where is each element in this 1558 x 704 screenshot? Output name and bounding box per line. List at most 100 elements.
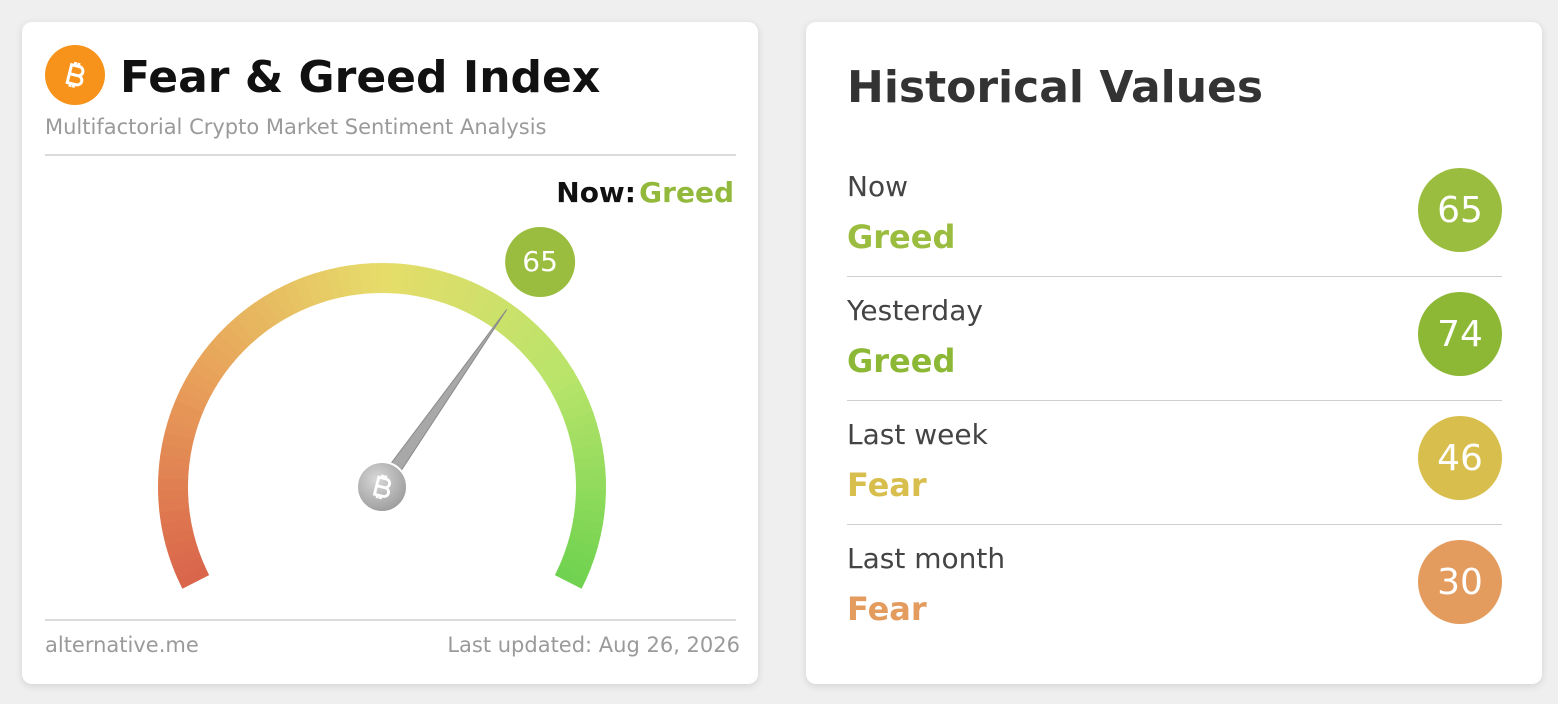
gauge-segment	[325, 267, 345, 300]
logo	[45, 45, 105, 105]
gauge-segment	[523, 333, 555, 363]
gauge-segment	[218, 324, 249, 355]
gauge-segment	[162, 527, 195, 547]
history-row: Now Greed 65	[847, 22, 1502, 277]
gauge-segment	[572, 444, 605, 462]
separator	[847, 400, 1502, 401]
gauge-segment	[293, 276, 316, 309]
gauge-segment	[536, 351, 568, 379]
gauge-segment	[411, 265, 430, 298]
gauge-segment	[272, 285, 298, 318]
gauge-segment	[552, 379, 585, 405]
gauge-segment	[191, 358, 223, 386]
separator	[847, 276, 1502, 277]
value-bubble: 74	[1418, 292, 1502, 376]
gauge-segment	[158, 465, 189, 480]
gauge-segment	[556, 390, 590, 414]
gauge-segment	[185, 368, 218, 395]
gauge-segment	[282, 280, 307, 314]
gauge-segment	[347, 263, 364, 296]
gauge-segment	[564, 411, 597, 433]
period-label: Last week	[847, 418, 988, 451]
gauge-segment	[430, 270, 452, 303]
gauge-segment	[558, 556, 591, 580]
classification: Greed	[847, 342, 956, 380]
gauge-segment	[197, 349, 229, 378]
gauge-segment	[336, 265, 354, 298]
gauge-segment	[176, 564, 210, 589]
gauge-segment	[167, 409, 201, 431]
gauge-segment	[440, 273, 462, 306]
gauge-segment	[565, 538, 599, 559]
gauge-segment	[401, 264, 418, 296]
gauge-segment	[359, 263, 374, 295]
historical-card: Historical Values Now Greed 65 Yesterday Gre…	[806, 22, 1542, 684]
gauge-segment	[547, 369, 580, 396]
gauge: 65	[158, 227, 606, 589]
source: alternative.me	[45, 633, 199, 657]
card-subtitle: Multifactorial Crypto Market Sentiment A…	[45, 115, 547, 139]
gauge-segment	[568, 528, 601, 548]
card-title: Fear & Greed Index	[120, 52, 600, 103]
gauge-segment	[567, 421, 600, 442]
gauge-segment	[574, 455, 606, 472]
gauge-segment	[516, 325, 547, 356]
gauge-segment	[571, 518, 603, 537]
gauge-segment	[253, 296, 281, 329]
gauge-segment	[160, 442, 192, 460]
period-label: Yesterday	[847, 294, 983, 327]
gauge-segment	[160, 517, 193, 536]
last-updated: Last updated: Aug 26, 2026	[447, 633, 740, 657]
gauge-segment	[554, 566, 587, 589]
gauge-segment	[244, 302, 272, 335]
gauge-segment	[560, 400, 594, 423]
separator	[847, 524, 1502, 525]
gauge-segment	[159, 507, 191, 524]
gauge-segment	[226, 316, 257, 348]
gauge-segment	[165, 536, 198, 558]
gauge-segment	[570, 432, 603, 452]
gauge-segment	[467, 286, 493, 319]
gauge-segment	[458, 281, 483, 314]
gauge-segment	[529, 342, 562, 371]
index-card-canvas: Fear & Greed Index Multifactorial Crypto…	[45, 45, 740, 657]
gauge-segment	[175, 388, 208, 413]
gauge-segment	[493, 303, 522, 336]
gauge-segment	[303, 272, 326, 306]
gauge-segment	[235, 309, 264, 341]
historical-title: Historical Values	[847, 62, 1264, 113]
gauge-segment	[211, 332, 242, 362]
gauge-segment	[314, 269, 335, 303]
gauge-segment	[391, 263, 407, 295]
gauge-segment	[164, 420, 197, 441]
gauge-segment	[162, 431, 195, 450]
gauge-segment	[421, 267, 441, 300]
history-row: Last month Fear 30	[847, 394, 1502, 628]
gauge-segment	[171, 398, 204, 422]
period-label: Now	[847, 170, 908, 203]
period-label: Last month	[847, 542, 1006, 575]
gauge-segment	[501, 310, 531, 342]
gauge-segment	[541, 360, 574, 387]
gauge-segment	[262, 290, 289, 323]
classification: Fear	[847, 590, 927, 628]
gauge-segment	[562, 547, 595, 570]
value-bubble: 65	[1418, 168, 1502, 252]
gauge-segment	[449, 277, 473, 310]
value-bubble	[505, 227, 576, 298]
now-class: Greed	[639, 176, 734, 209]
gauge-segment	[168, 546, 202, 568]
gauge-segment	[172, 555, 205, 579]
index-card: Fear & Greed Index Multifactorial Crypto…	[22, 22, 758, 684]
value-bubble: 46	[1418, 416, 1502, 500]
gauge-segment	[575, 466, 606, 481]
gauge-segment	[158, 497, 190, 513]
value-bubble: 30	[1418, 540, 1502, 624]
gauge-segment	[573, 508, 605, 526]
gauge-segment	[203, 340, 236, 370]
gauge-segment	[180, 378, 213, 404]
value-label: 65	[522, 245, 558, 278]
history-row: Last week Fear 46	[847, 270, 1502, 525]
hub-logo	[372, 474, 391, 500]
